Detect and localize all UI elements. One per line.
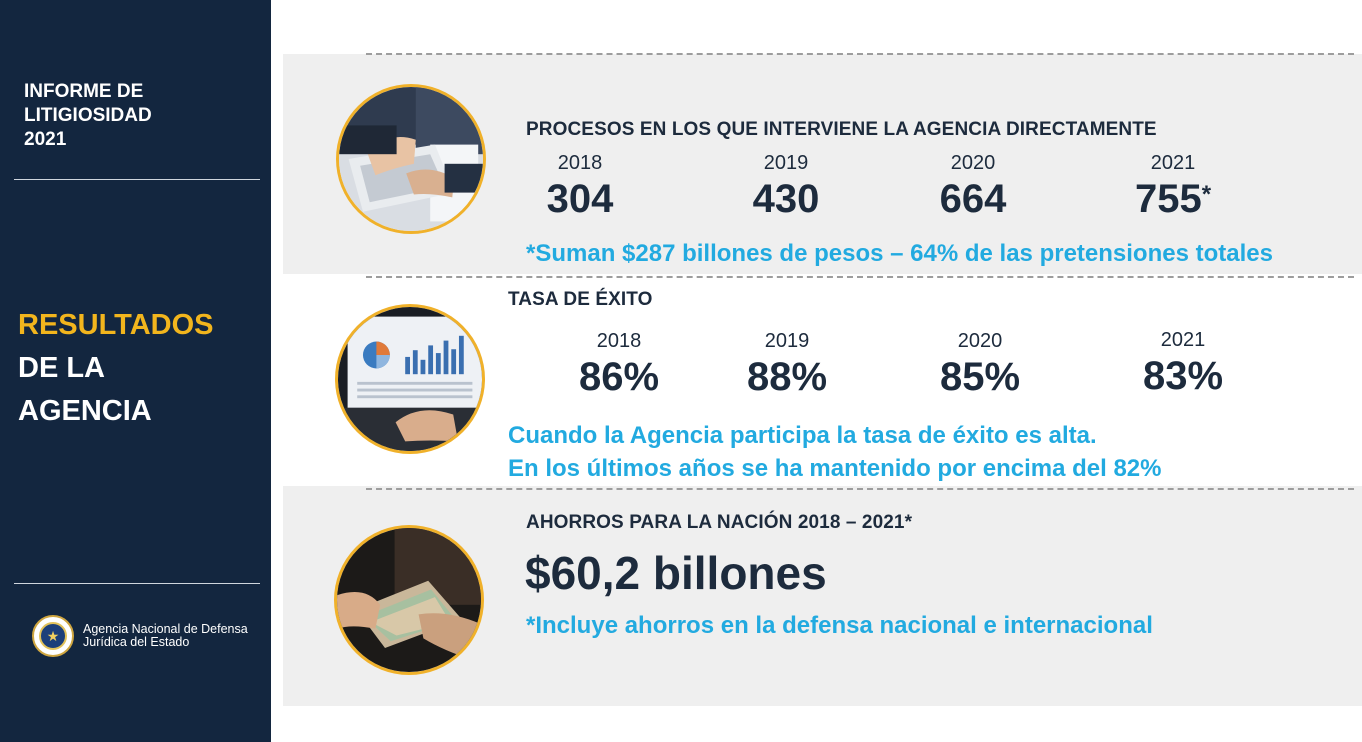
processes-stat-2018: 2018 304 <box>500 152 660 224</box>
stat-value: 664 <box>893 174 1053 224</box>
success-rate-note: Cuando la Agencia participa la tasa de é… <box>508 419 1162 485</box>
savings-note: *Incluye ahorros en la defensa nacional … <box>526 612 1153 639</box>
dashed-divider <box>366 53 1354 55</box>
stat-year: 2020 <box>957 330 1003 352</box>
section-title-line: DE LA <box>18 352 105 384</box>
stat-value: 83% <box>1142 354 1224 398</box>
stat-value: 88% <box>746 355 828 399</box>
agency-logo: ★ Agencia Nacional de Defensa Jurídica d… <box>32 615 248 657</box>
stat-value: 304 <box>500 174 660 224</box>
stat-number: 664 <box>939 177 1007 221</box>
success-rate-heading: TASA DE ÉXITO <box>508 289 653 310</box>
success-stat-2019: 2019 88% <box>707 330 867 402</box>
report-title: INFORME DE LITIGIOSIDAD 2021 <box>24 80 152 152</box>
success-stat-2020: 2020 85% <box>900 330 1060 402</box>
processes-stat-2021: 2021 755* <box>1093 152 1253 224</box>
agency-name-line: Agencia Nacional de Defensa <box>83 622 248 636</box>
stat-number: 755 <box>1134 177 1202 221</box>
stat-number: 430 <box>752 177 820 221</box>
stat-value: 755* <box>1093 174 1253 224</box>
processes-stat-2020: 2020 664 <box>893 152 1053 224</box>
processes-stat-2019: 2019 430 <box>706 152 866 224</box>
section-title-line: AGENCIA <box>18 395 152 427</box>
processes-heading: PROCESOS EN LOS QUE INTERVIENE LA AGENCI… <box>526 119 1157 140</box>
section-title-highlight: RESULTADOS <box>18 309 214 341</box>
processes-note: *Suman $287 billones de pesos – 64% de l… <box>526 240 1273 267</box>
section-title: RESULTADOS DE LA AGENCIA <box>18 304 213 433</box>
stat-value: 430 <box>706 174 866 224</box>
divider <box>14 583 260 584</box>
agency-name-line: Jurídica del Estado <box>83 635 190 649</box>
stat-year: 2020 <box>950 152 996 174</box>
stat-year: 2021 <box>1160 329 1206 351</box>
stat-year: 2018 <box>557 152 603 174</box>
stat-year: 2019 <box>763 152 809 174</box>
stat-year: 2019 <box>764 330 810 352</box>
laptop-charts-photo-icon <box>335 304 485 454</box>
report-title-line: 2021 <box>24 129 67 150</box>
note-line: En los últimos años se ha mantenido por … <box>508 455 1162 482</box>
footnote-mark: * <box>1201 181 1212 208</box>
dashed-divider <box>366 276 1354 278</box>
success-stat-2021: 2021 83% <box>1103 329 1263 401</box>
stat-number: 304 <box>546 177 614 221</box>
divider <box>14 179 260 180</box>
sidebar: INFORME DE LITIGIOSIDAD 2021 RESULTADOS … <box>0 0 271 742</box>
stat-value: 85% <box>939 355 1021 399</box>
money-counting-photo-icon <box>334 525 484 675</box>
savings-heading: AHORROS PARA LA NACIÓN 2018 – 2021* <box>526 512 913 533</box>
success-stat-2018: 2018 86% <box>539 330 699 402</box>
note-line: Cuando la Agencia participa la tasa de é… <box>508 422 1097 449</box>
stat-year: 2018 <box>596 330 642 352</box>
report-title-line: LITIGIOSIDAD <box>24 105 152 126</box>
dashed-divider <box>366 488 1354 490</box>
stat-year: 2021 <box>1150 152 1196 174</box>
savings-value: $60,2 billones <box>525 547 827 599</box>
report-title-line: INFORME DE <box>24 81 144 102</box>
stat-value: 86% <box>578 355 660 399</box>
agency-name: Agencia Nacional de Defensa Jurídica del… <box>83 623 248 649</box>
national-seal-icon: ★ <box>32 615 74 657</box>
laptop-typing-photo-icon <box>336 84 486 234</box>
